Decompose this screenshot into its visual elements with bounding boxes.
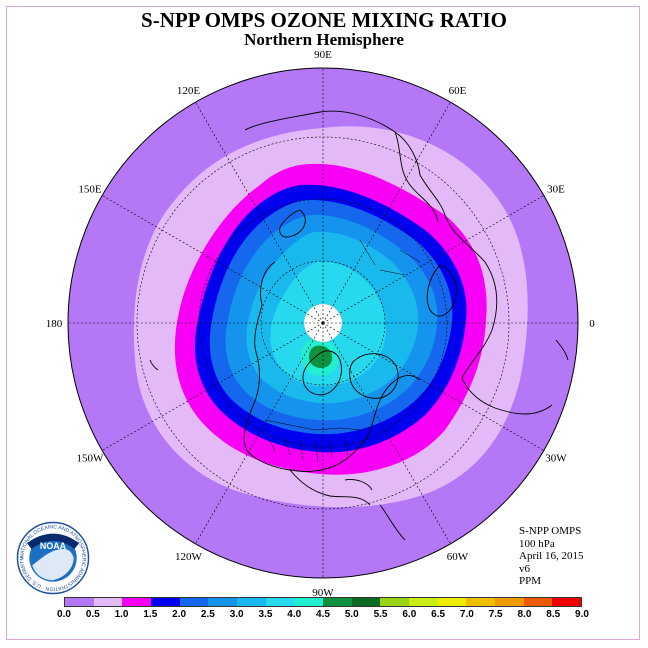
west-africa-coast bbox=[555, 339, 569, 361]
colorbar-segment-4 bbox=[179, 598, 209, 606]
colorbar-tick-label: 8.5 bbox=[546, 609, 561, 620]
longitude-label-120w: 120W bbox=[175, 551, 203, 563]
graticule bbox=[68, 68, 578, 578]
kamchatka-coast bbox=[279, 209, 306, 238]
meridian-120w bbox=[195, 322, 324, 544]
info-units: PPM bbox=[519, 575, 542, 587]
longitude-label-90w: 90W bbox=[312, 587, 334, 599]
scandinavia-coast bbox=[426, 264, 457, 317]
central-america-coast bbox=[289, 469, 371, 506]
longitude-label-150e: 150E bbox=[78, 184, 102, 196]
longitude-label-120e: 120E bbox=[177, 85, 201, 97]
greenland-coast bbox=[349, 353, 399, 399]
longitude-labels: 0 30E 60E 90E 120E 150E 180 150W 120W 90W 60W 30W bbox=[46, 49, 596, 599]
colorbar-segment-15 bbox=[495, 598, 524, 606]
colorbar-tick-label: 3.5 bbox=[258, 609, 273, 620]
colorbar-segment-7 bbox=[265, 598, 295, 606]
colorbar-segment-6 bbox=[237, 598, 266, 606]
colorbar-segment-13 bbox=[437, 598, 467, 606]
us-state-borders bbox=[269, 437, 349, 463]
colorbar-tick-label: 7.5 bbox=[488, 609, 503, 620]
map-boundary bbox=[67, 67, 579, 579]
coastlines bbox=[149, 110, 569, 541]
colorbar-segment-12 bbox=[409, 598, 438, 606]
longitude-label-30e: 30E bbox=[547, 184, 565, 196]
asia-east-coast bbox=[394, 131, 439, 223]
page-title: S-NPP OMPS OZONE MIXING RATIO bbox=[141, 8, 507, 32]
meridian-60e bbox=[322, 102, 451, 324]
meridian-30e bbox=[322, 195, 544, 324]
colorbar-tick-label: 5.5 bbox=[373, 609, 388, 620]
eurasia-coast bbox=[244, 110, 498, 379]
colorbar-segment-9 bbox=[323, 598, 352, 606]
colorbar-tick-label: 1.5 bbox=[143, 609, 158, 620]
longitude-label-90e: 90E bbox=[314, 49, 332, 61]
colorbar-tick-label: 0.5 bbox=[85, 609, 100, 620]
info-level: 100 hPa bbox=[519, 537, 555, 550]
africa-coast bbox=[461, 377, 553, 415]
colorbar-tick-label: 5.0 bbox=[344, 609, 359, 620]
colorbar-segment-17 bbox=[552, 598, 582, 606]
hudson-bay bbox=[302, 350, 342, 396]
us-canada-border bbox=[264, 419, 363, 431]
colorbar-tick-label: 6.5 bbox=[431, 609, 446, 620]
caribbean-coast bbox=[344, 479, 373, 491]
colorbar-tick-label: 2.0 bbox=[172, 609, 187, 620]
colorbar-tick-label: 8.0 bbox=[517, 609, 532, 620]
noaa-logo: NATIONAL OCEANIC AND ATMOSPHERIC ADMINIS… bbox=[16, 521, 90, 595]
south-america-coast bbox=[379, 504, 406, 541]
colorbar-tick-label: 9.0 bbox=[575, 609, 589, 620]
colorbar-segment-16 bbox=[523, 598, 553, 606]
longitude-label-30w: 30W bbox=[545, 453, 567, 465]
meridian-150e bbox=[102, 195, 324, 324]
colorbar-segment-8 bbox=[294, 598, 324, 606]
logo-top-arc bbox=[27, 533, 79, 550]
colorbar-segment-10 bbox=[351, 598, 381, 606]
hawaii-coast bbox=[149, 359, 159, 371]
info-panel: S-NPP OMPS 100 hPa April 16, 2015 v6 PPM bbox=[519, 525, 583, 588]
longitude-label-60w: 60W bbox=[447, 551, 469, 563]
north-america-east-coast bbox=[344, 374, 421, 461]
colorbar-segment-14 bbox=[466, 598, 496, 606]
colorbar-tick-label: 2.5 bbox=[200, 609, 215, 620]
meridian-30w bbox=[322, 322, 544, 451]
colorbar-tick-label: 0.0 bbox=[57, 609, 71, 620]
colorbar-segment-5 bbox=[208, 598, 238, 606]
info-instrument: S-NPP OMPS bbox=[519, 525, 582, 537]
colorbar-tick-label: 3.0 bbox=[229, 609, 244, 620]
political-borders bbox=[264, 239, 421, 463]
info-date: April 16, 2015 bbox=[519, 550, 584, 562]
colorbar-segment-2 bbox=[122, 598, 152, 606]
meridian-150w bbox=[102, 322, 324, 451]
longitude-label-150w: 150W bbox=[77, 453, 105, 465]
colorbar-tick-label: 6.0 bbox=[402, 609, 417, 620]
colorbar-tick-label: 7.0 bbox=[459, 609, 474, 620]
colorbar-ticks: 0.0 0.5 1.0 1.5 2.0 2.5 3.0 3.5 4.0 4.5 5.0 5.5 6.0 6… bbox=[57, 609, 589, 623]
colorbar-segment-0 bbox=[65, 598, 94, 606]
colorbar-tick-label: 4.5 bbox=[316, 609, 330, 620]
colorbar-tick-label: 1.0 bbox=[114, 609, 129, 620]
logo-seagull-icon bbox=[32, 548, 74, 581]
logo-text: NOAA bbox=[40, 541, 67, 551]
colorbar bbox=[64, 597, 582, 607]
meridian-120e bbox=[195, 102, 324, 324]
colorbar-tick-label: 4.0 bbox=[287, 609, 302, 620]
meridian-60w bbox=[322, 322, 451, 544]
colorbar-segment-3 bbox=[151, 598, 180, 606]
eurasian-borders bbox=[359, 239, 421, 276]
longitude-label-0: 0 bbox=[589, 318, 595, 330]
map-frame bbox=[6, 6, 640, 640]
longitude-label-180: 180 bbox=[46, 318, 63, 330]
info-version: v6 bbox=[519, 562, 530, 575]
colorbar-segment-1 bbox=[93, 598, 123, 606]
page-subtitle: Northern Hemisphere bbox=[244, 30, 404, 49]
colorbar-segment-11 bbox=[380, 598, 410, 606]
longitude-label-60e: 60E bbox=[449, 85, 467, 97]
